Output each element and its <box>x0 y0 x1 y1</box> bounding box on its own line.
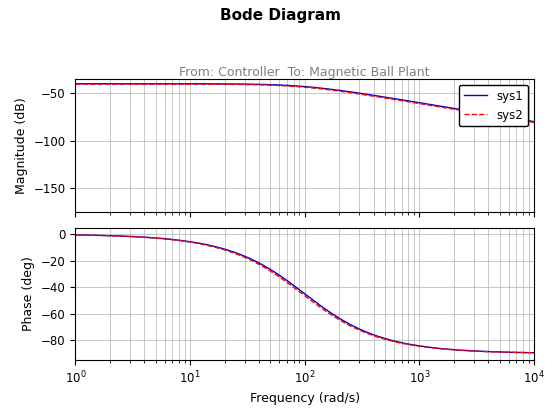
sys2 <box>274 83 281 88</box>
sys1 <box>274 82 281 87</box>
sys1 <box>387 95 394 100</box>
sys2 <box>531 120 538 125</box>
sys2 <box>72 81 79 87</box>
Title: From: Controller  To: Magnetic Ball Plant: From: Controller To: Magnetic Ball Plant <box>180 66 430 79</box>
sys2 <box>438 105 445 110</box>
Text: Bode Diagram: Bode Diagram <box>220 8 340 24</box>
sys1 <box>258 82 264 87</box>
sys2 <box>119 81 125 87</box>
sys2 <box>430 103 436 108</box>
sys1 <box>438 104 445 109</box>
sys1 <box>531 119 538 124</box>
sys1 <box>119 81 125 86</box>
sys1 <box>72 81 79 86</box>
sys2 <box>258 82 264 87</box>
Line: sys1: sys1 <box>76 84 534 122</box>
Y-axis label: Phase (deg): Phase (deg) <box>22 256 35 331</box>
sys1 <box>430 102 436 108</box>
Y-axis label: Magnitude (dB): Magnitude (dB) <box>15 97 28 194</box>
Legend: sys1, sys2: sys1, sys2 <box>459 85 528 126</box>
Line: sys2: sys2 <box>76 84 534 123</box>
X-axis label: Frequency (rad/s): Frequency (rad/s) <box>250 392 360 405</box>
sys2 <box>387 96 394 101</box>
